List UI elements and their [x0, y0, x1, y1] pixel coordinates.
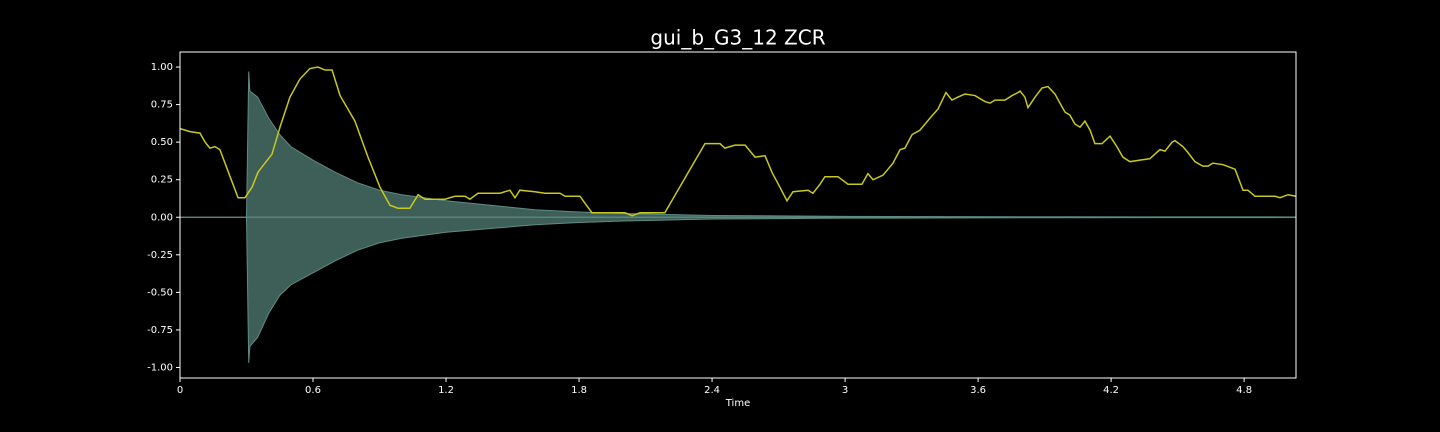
x-axis-label: Time — [725, 398, 750, 409]
waveform-envelope — [180, 216, 1297, 364]
chart-title: gui_b_G3_12 ZCR — [650, 26, 825, 50]
plot-frame — [179, 51, 1297, 379]
y-tick-label: 0.00 — [151, 212, 173, 223]
y-tick-label: -1.00 — [147, 362, 173, 373]
y-tick-label: 0.75 — [151, 100, 173, 111]
y-tick-label: -0.50 — [147, 287, 173, 298]
waveform-envelope — [180, 71, 1297, 218]
x-tick-label: 1.8 — [571, 385, 587, 396]
x-tick-label: 2.4 — [704, 385, 720, 396]
x-tick-label: 0.6 — [305, 385, 321, 396]
y-tick-label: -0.25 — [147, 250, 173, 261]
x-tick-label: 0 — [177, 385, 183, 396]
x-tick-label: 3 — [842, 385, 848, 396]
x-tick-label: 4.8 — [1236, 385, 1252, 396]
y-tick-label: 0.50 — [151, 137, 173, 148]
x-tick-label: 4.2 — [1103, 385, 1119, 396]
y-tick-label: -0.75 — [147, 325, 173, 336]
y-tick-label: 0.25 — [151, 175, 173, 186]
y-tick-label: 1.00 — [151, 62, 173, 73]
x-tick-label: 1.2 — [438, 385, 454, 396]
zcr-line — [179, 66, 1297, 217]
x-tick-label: 3.6 — [970, 385, 986, 396]
